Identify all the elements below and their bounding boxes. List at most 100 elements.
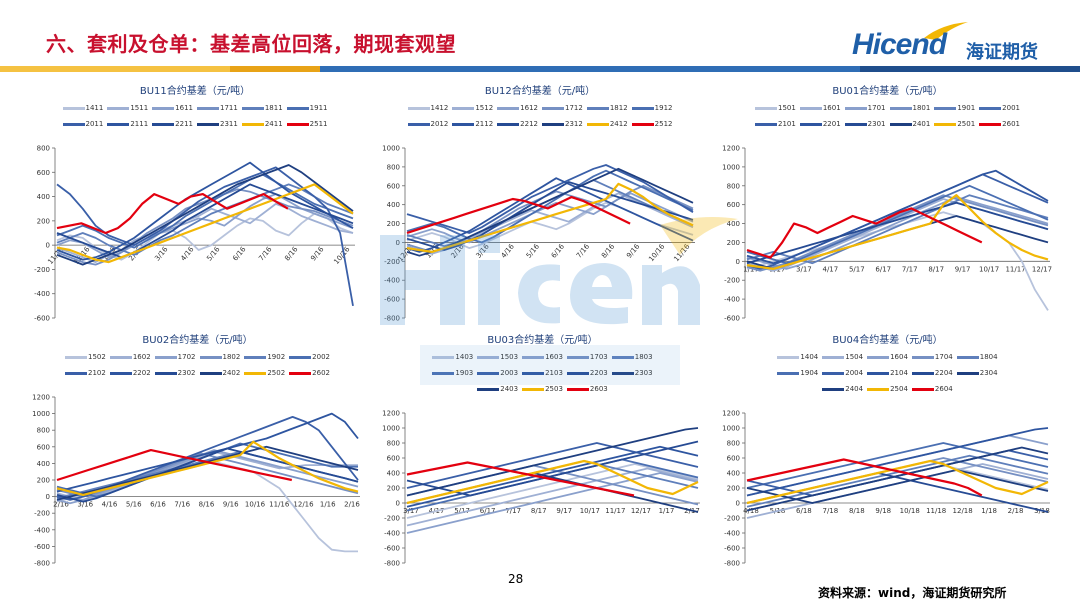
legend-entry: 2011 xyxy=(62,120,103,128)
legend-swatch xyxy=(566,371,589,375)
legend-label: 2604 xyxy=(934,385,953,393)
chart-2: BU12合约基差（元/吨） 1412 1512 1612 1712 1812 1912 201… xyxy=(350,82,695,332)
legend-label: 1801 xyxy=(912,104,931,112)
legend-swatch xyxy=(586,122,609,126)
legend-label: 2401 xyxy=(912,120,931,128)
legend-label: 1901 xyxy=(957,104,976,112)
legend-entry: 2303 xyxy=(611,369,653,377)
page-title: 六、套利及仓单：基差高位回落，期现套观望 xyxy=(46,32,456,56)
legend-label: 1902 xyxy=(267,353,286,361)
y-tick-label: 400 xyxy=(37,460,50,468)
x-tick-label: 6/18 xyxy=(796,507,812,515)
legend-entry: 1604 xyxy=(867,353,908,361)
legend-label: 1704 xyxy=(934,353,953,361)
legend-label: 2104 xyxy=(890,369,908,377)
legend-label: 1701 xyxy=(867,104,886,112)
legend-entry: 1812 xyxy=(586,104,628,112)
y-tick-label: -800 xyxy=(384,560,400,568)
x-tick-label: 2/16 xyxy=(344,501,360,509)
x-tick-label: 7/17 xyxy=(902,265,918,273)
legend-label: 1604 xyxy=(890,353,908,361)
chart-title: BU11合约基差（元/吨） xyxy=(139,86,251,97)
legend-swatch xyxy=(109,355,132,359)
plot-area: -800 -600 -400 -200 0 200 400 600 800 1000 1200 4/1… xyxy=(722,410,1050,567)
legend-label: 1812 xyxy=(609,104,628,112)
series-line-2604 xyxy=(746,458,983,497)
legend-label: 2304 xyxy=(979,369,998,377)
y-tick-label: -400 xyxy=(724,296,740,304)
legend-swatch xyxy=(199,371,222,375)
x-tick-label: 5/16 xyxy=(525,242,542,260)
y-tick-label: 200 xyxy=(37,477,50,485)
legend-entry: 1702 xyxy=(154,353,196,361)
legend-swatch xyxy=(979,122,1002,126)
legend-entry: 1811 xyxy=(241,104,283,112)
series-line-2411 xyxy=(56,183,354,264)
chart-4: BU02合约基差（元/吨） 1502 1602 1702 1802 1902 2002 210… xyxy=(0,331,360,581)
series-line-2601 xyxy=(746,207,983,259)
x-tick-label: 11/17 xyxy=(605,507,625,515)
legend-swatch xyxy=(799,106,822,110)
legend-label: 1702 xyxy=(177,353,196,361)
x-tick-label: 7/18 xyxy=(822,507,838,515)
legend-swatch xyxy=(244,355,267,359)
legend-entry: 1901 xyxy=(934,104,975,112)
y-tick-label: -400 xyxy=(384,277,400,285)
x-tick-label: 1/17 xyxy=(659,507,675,515)
y-tick-label: 800 xyxy=(37,145,50,153)
legend-entry: 1903 xyxy=(432,369,473,377)
legend-label: 1802 xyxy=(222,353,241,361)
legend-swatch xyxy=(432,355,455,359)
legend-entry: 2412 xyxy=(586,120,628,128)
y-tick-label: 1000 xyxy=(382,425,400,433)
legend-label: 2504 xyxy=(890,385,908,393)
legend-entry: 2104 xyxy=(867,369,908,377)
legend-entry: 1502 xyxy=(65,353,106,361)
series-line-2311 xyxy=(56,164,354,266)
legend-swatch xyxy=(755,106,778,110)
x-tick-label: 5/17 xyxy=(849,265,865,273)
legend-entry: 2512 xyxy=(631,120,672,128)
legend-entry: 1501 xyxy=(755,104,796,112)
legend-entry: 2502 xyxy=(244,369,285,377)
legend-swatch xyxy=(289,355,312,359)
y-tick-label: 600 xyxy=(37,169,50,177)
legend-entry: 1601 xyxy=(799,104,841,112)
y-tick-label: -400 xyxy=(384,530,400,538)
chart-1: BU11合约基差（元/吨） 1411 1511 1611 1711 1811 1911 201… xyxy=(0,82,355,332)
legend-swatch xyxy=(109,371,132,375)
legend-label: 1511 xyxy=(130,104,149,112)
y-tick-label: 1000 xyxy=(32,410,50,418)
legend-swatch xyxy=(286,122,309,126)
legend-swatch xyxy=(62,122,85,126)
x-tick-label: 3/16 xyxy=(153,245,170,263)
x-tick-label: 10/17 xyxy=(580,507,600,515)
y-tick-label: 1000 xyxy=(382,145,400,153)
legend-swatch xyxy=(65,355,88,359)
y-tick-label: 400 xyxy=(37,193,50,201)
legend-label: 2312 xyxy=(565,120,583,128)
legend-entry: 2202 xyxy=(109,369,151,377)
legend-swatch xyxy=(822,371,845,375)
y-tick-label: 1000 xyxy=(722,425,740,433)
legend-entry: 2302 xyxy=(154,369,196,377)
chart-legend: 1502 1602 1702 1802 1902 2002 2102 2202 2302 2402… xyxy=(45,349,350,381)
legend-label: 2101 xyxy=(778,120,796,128)
y-tick-label: 1200 xyxy=(722,410,740,418)
y-tick-label: -400 xyxy=(34,526,50,534)
legend-swatch xyxy=(934,122,957,126)
x-tick-label: 9/16 xyxy=(309,245,326,263)
x-tick-label: 2/18 xyxy=(1008,507,1024,515)
series-line-2412 xyxy=(406,182,694,254)
y-tick-label: -600 xyxy=(384,545,400,553)
legend-entry: 1612 xyxy=(497,104,538,112)
y-tick-label: -400 xyxy=(724,530,740,538)
legend-entry: 2103 xyxy=(522,369,563,377)
chart-title: BU01合约基差（元/吨） xyxy=(832,86,943,97)
legend-swatch xyxy=(407,106,430,110)
legend-label: 1501 xyxy=(778,104,796,112)
legend-entry: 2212 xyxy=(497,120,538,128)
legend-entry: 1804 xyxy=(956,353,998,361)
